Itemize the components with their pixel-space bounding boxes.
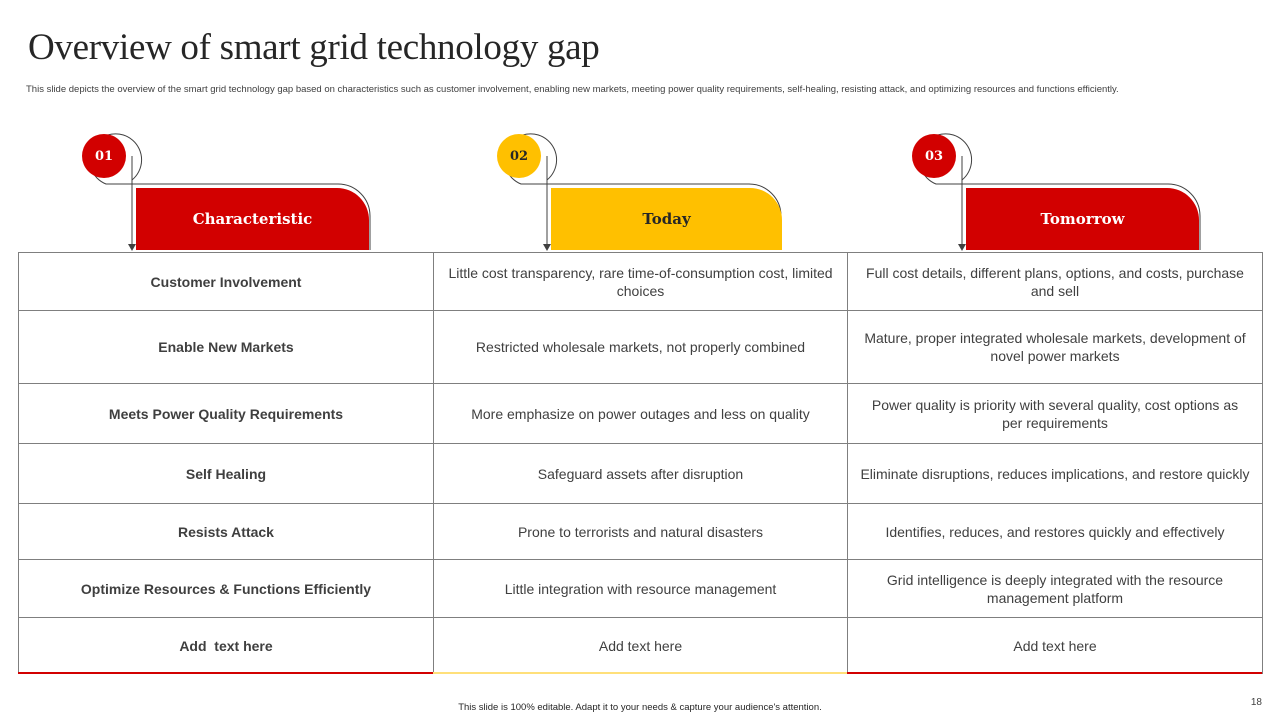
cell-tomorrow: Identifies, reduces, and restores quickl… [847,503,1263,560]
cell-characteristic: Optimize Resources & Functions Efficient… [18,559,434,618]
cell-tomorrow: Grid intelligence is deeply integrated w… [847,559,1263,618]
header-tab-today: Today [551,188,782,250]
header-tab-tomorrow: Tomorrow [966,188,1199,250]
cell-today: Restricted wholesale markets, not proper… [433,310,848,384]
cell-characteristic: Resists Attack [18,503,434,560]
cell-today: Little integration with resource managem… [433,559,848,618]
table-row: Self Healing Safeguard assets after disr… [18,443,1263,504]
step-badge-03: 03 [912,134,956,178]
table-row: Enable New Markets Restricted wholesale … [18,310,1263,384]
cell-tomorrow: Power quality is priority with several q… [847,383,1263,444]
cell-characteristic: Enable New Markets [18,310,434,384]
cell-characteristic: Meets Power Quality Requirements [18,383,434,444]
footer-note: This slide is 100% editable. Adapt it to… [458,702,822,713]
cell-today: Safeguard assets after disruption [433,443,848,504]
table-row: Meets Power Quality Requirements More em… [18,383,1263,444]
page-number: 18 [1250,697,1262,708]
step-badge-02: 02 [497,134,541,178]
cell-today: Add text here [433,617,848,674]
header-characteristic: 01 Characteristic [78,130,378,252]
cell-tomorrow: Eliminate disruptions, reduces implicati… [847,443,1263,504]
cell-tomorrow: Mature, proper integrated wholesale mark… [847,310,1263,384]
table-row: Optimize Resources & Functions Efficient… [18,559,1263,618]
cell-characteristic: Self Healing [18,443,434,504]
cell-tomorrow: Full cost details, different plans, opti… [847,252,1263,311]
slide-title: Overview of smart grid technology gap [28,27,600,68]
cell-today: Little cost transparency, rare time-of-c… [433,252,848,311]
bottom-accent-red [847,672,1262,674]
step-badge-01: 01 [82,134,126,178]
slide-subtitle: This slide depicts the overview of the s… [26,84,1119,95]
bottom-accent-yellow [433,672,847,674]
table-row: Add text here Add text here Add text her… [18,617,1263,674]
header-tab-characteristic: Characteristic [136,188,369,250]
cell-characteristic: Add text here [18,617,434,674]
bottom-accent-red [18,672,433,674]
header-tomorrow: 03 Tomorrow [908,130,1208,252]
cell-today: Prone to terrorists and natural disaster… [433,503,848,560]
header-today: 02 Today [493,130,793,252]
table-row: Customer Involvement Little cost transpa… [18,252,1263,311]
cell-today: More emphasize on power outages and less… [433,383,848,444]
cell-characteristic: Customer Involvement [18,252,434,311]
table-row: Resists Attack Prone to terrorists and n… [18,503,1263,560]
cell-tomorrow: Add text here [847,617,1263,674]
comparison-table: Customer Involvement Little cost transpa… [18,252,1263,674]
